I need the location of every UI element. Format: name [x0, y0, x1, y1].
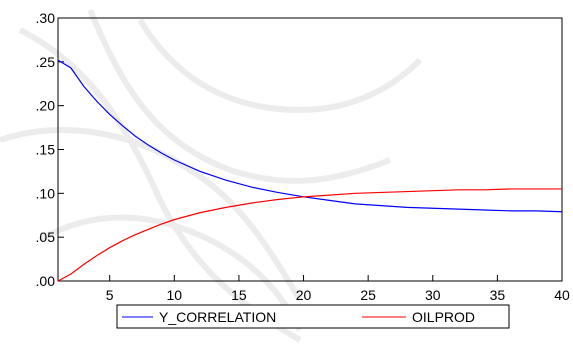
x-tick-label: 20	[296, 287, 312, 303]
legend-box	[116, 304, 510, 329]
series-layer	[57, 59, 563, 282]
series-line-oilprod	[57, 188, 562, 282]
series-line-y-correlation	[57, 59, 563, 213]
x-tick-label: 10	[167, 287, 183, 303]
x-axis: 5 10 15 20 25 30 35 40	[106, 275, 570, 303]
y-tick-label: .20	[36, 98, 56, 114]
legend-label-y-correlation: Y_CORRELATION	[159, 309, 276, 325]
background-watermark	[0, 8, 423, 343]
y-tick-label: .05	[36, 229, 56, 245]
legend: Y_CORRELATION OILPROD	[116, 304, 510, 329]
y-tick-label: .25	[36, 54, 56, 70]
x-tick-label: 5	[106, 287, 114, 303]
x-tick-label: 40	[554, 287, 570, 303]
x-tick-label: 35	[490, 287, 506, 303]
y-axis: .00 .05 .10 .15 .20 .25 .30	[36, 10, 64, 289]
legend-label-oilprod: OILPROD	[412, 309, 475, 325]
x-tick-label: 15	[231, 287, 247, 303]
x-tick-label: 25	[360, 287, 376, 303]
y-tick-label: .10	[36, 185, 56, 201]
y-tick-label: .30	[36, 10, 56, 26]
y-tick-label: .15	[36, 142, 56, 158]
y-tick-label: .00	[36, 273, 56, 289]
x-tick-label: 30	[425, 287, 441, 303]
